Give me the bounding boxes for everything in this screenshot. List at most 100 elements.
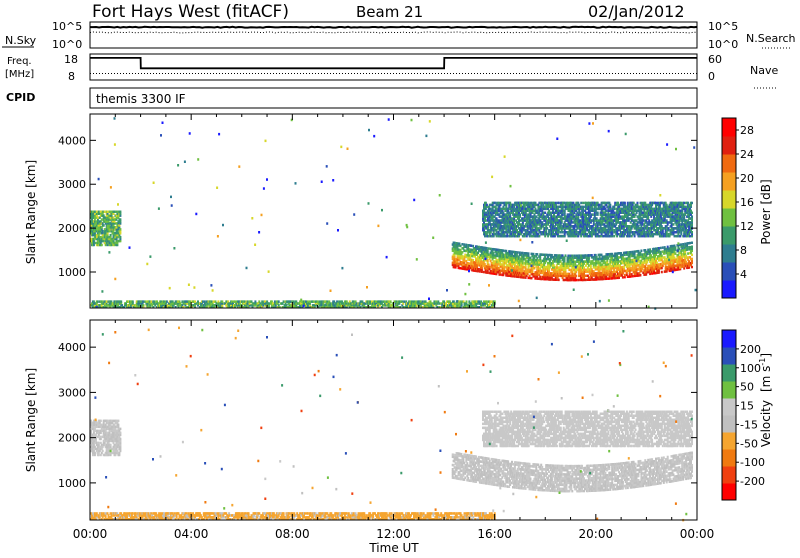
scatter-cell xyxy=(533,255,535,258)
scatter-cell xyxy=(486,247,488,250)
scatter-cell xyxy=(463,243,465,246)
scatter-cell xyxy=(619,215,621,218)
scatter-cell xyxy=(472,245,474,248)
scatter-cell xyxy=(618,277,620,280)
scatter-cell xyxy=(577,279,579,282)
scatter-cell xyxy=(620,252,622,255)
scatter-cell xyxy=(104,211,106,214)
scatter-cell xyxy=(571,255,573,258)
scatter-cell xyxy=(691,242,693,245)
scatter-cell xyxy=(94,211,96,214)
nave-tick-high: 60 xyxy=(708,53,722,66)
scatter-cell xyxy=(454,242,456,245)
scatter-cell xyxy=(487,259,489,262)
scatter-cell xyxy=(566,223,568,226)
scatter-cell xyxy=(661,267,663,270)
scatter-cell xyxy=(687,252,689,255)
beam-title: Beam 21 xyxy=(356,3,423,21)
cpid-panel: CPID themis 3300 IF xyxy=(6,88,697,108)
scatter-cell xyxy=(685,261,687,264)
scatter-cell xyxy=(667,221,669,224)
scatter-cell xyxy=(613,212,615,215)
nsearch-label: N.Search xyxy=(746,32,796,45)
scatter-cell xyxy=(460,249,462,252)
scatter-cell xyxy=(672,245,674,248)
scatter-cell xyxy=(618,256,620,259)
scatter-cell xyxy=(585,279,587,282)
scatter-cell xyxy=(94,242,96,245)
scatter-cell xyxy=(597,212,599,215)
scatter-cell xyxy=(632,275,634,278)
scatter-cell xyxy=(585,269,587,272)
scatter-cell xyxy=(568,269,570,272)
scatter-cell xyxy=(465,260,467,263)
scatter-cell xyxy=(472,259,474,262)
nsky-panel: N.Sky 10^5 10^0 10^5 10^0 N.Search xyxy=(2,20,796,51)
scatter-cell xyxy=(622,276,624,279)
freq-tick-high: 18 xyxy=(64,53,78,66)
freq-panel: Freq. [MHz] 18 8 60 0 Nave xyxy=(5,53,778,88)
scatter-cell xyxy=(674,246,676,249)
scatter-cell xyxy=(456,242,458,245)
scatter-cell xyxy=(638,225,640,228)
scatter-cell xyxy=(102,230,104,233)
scatter-cell xyxy=(519,251,521,254)
nsky-series xyxy=(90,27,697,28)
scatter-cell xyxy=(634,250,636,253)
scatter-cell xyxy=(536,253,538,256)
station-title: Fort Hays West (fitACF) xyxy=(92,2,289,22)
nave-label: Nave xyxy=(750,64,778,77)
scatter-cell xyxy=(564,279,566,282)
scatter-cell xyxy=(691,212,693,215)
scatter-cell xyxy=(580,202,582,205)
scatter-cell xyxy=(459,243,461,246)
scatter-cell xyxy=(468,254,470,256)
scatter-cell xyxy=(461,251,463,254)
scatter-cell xyxy=(630,251,632,254)
scatter-cell xyxy=(460,245,462,248)
freq-tick-low: 8 xyxy=(68,70,75,83)
scatter-cell xyxy=(667,252,669,255)
scatter-cell xyxy=(485,219,487,222)
scatter-cell xyxy=(558,202,560,205)
scatter-cell xyxy=(107,211,109,214)
scatter-cell xyxy=(113,211,115,214)
power-scatter xyxy=(90,117,697,310)
scatter-cell xyxy=(674,257,676,260)
scatter-cell xyxy=(673,202,675,205)
scatter-cell xyxy=(119,236,121,239)
scatter-cell xyxy=(691,231,693,234)
scatter-cell xyxy=(683,202,685,205)
scatter-cell xyxy=(101,218,103,221)
scatter-cell xyxy=(637,221,639,224)
scatter-cell xyxy=(498,202,500,205)
scatter-cell xyxy=(657,265,659,268)
scatter-cell xyxy=(662,246,664,249)
scatter-cell xyxy=(679,264,681,267)
nsky-tick-high: 10^5 xyxy=(52,20,82,33)
scatter-cell xyxy=(624,274,626,277)
freq-series xyxy=(90,58,697,68)
nsearch-tick-high: 10^5 xyxy=(708,20,738,33)
scatter-cell xyxy=(544,212,546,215)
scatter-cell xyxy=(541,221,543,224)
scatter-cell xyxy=(491,262,493,265)
scatter-cell xyxy=(691,258,693,261)
scatter-cell xyxy=(477,256,479,259)
scatter-cell xyxy=(682,243,684,246)
scatter-cell xyxy=(470,245,472,248)
nsky-label: N.Sky xyxy=(5,34,37,47)
scatter-cell xyxy=(478,246,480,249)
scatter-cell xyxy=(674,252,676,255)
scatter-cell xyxy=(617,202,619,205)
scatter-cell xyxy=(660,251,662,254)
scatter-cell xyxy=(645,273,647,276)
scatter-cell xyxy=(639,274,641,277)
scatter-cell xyxy=(661,255,663,258)
scatter-cell xyxy=(101,244,103,247)
scatter-cell xyxy=(119,211,121,214)
scatter-cell xyxy=(546,227,548,230)
scatter-cell xyxy=(528,252,530,255)
scatter-cell xyxy=(657,202,659,205)
scatter-cell xyxy=(582,206,584,209)
